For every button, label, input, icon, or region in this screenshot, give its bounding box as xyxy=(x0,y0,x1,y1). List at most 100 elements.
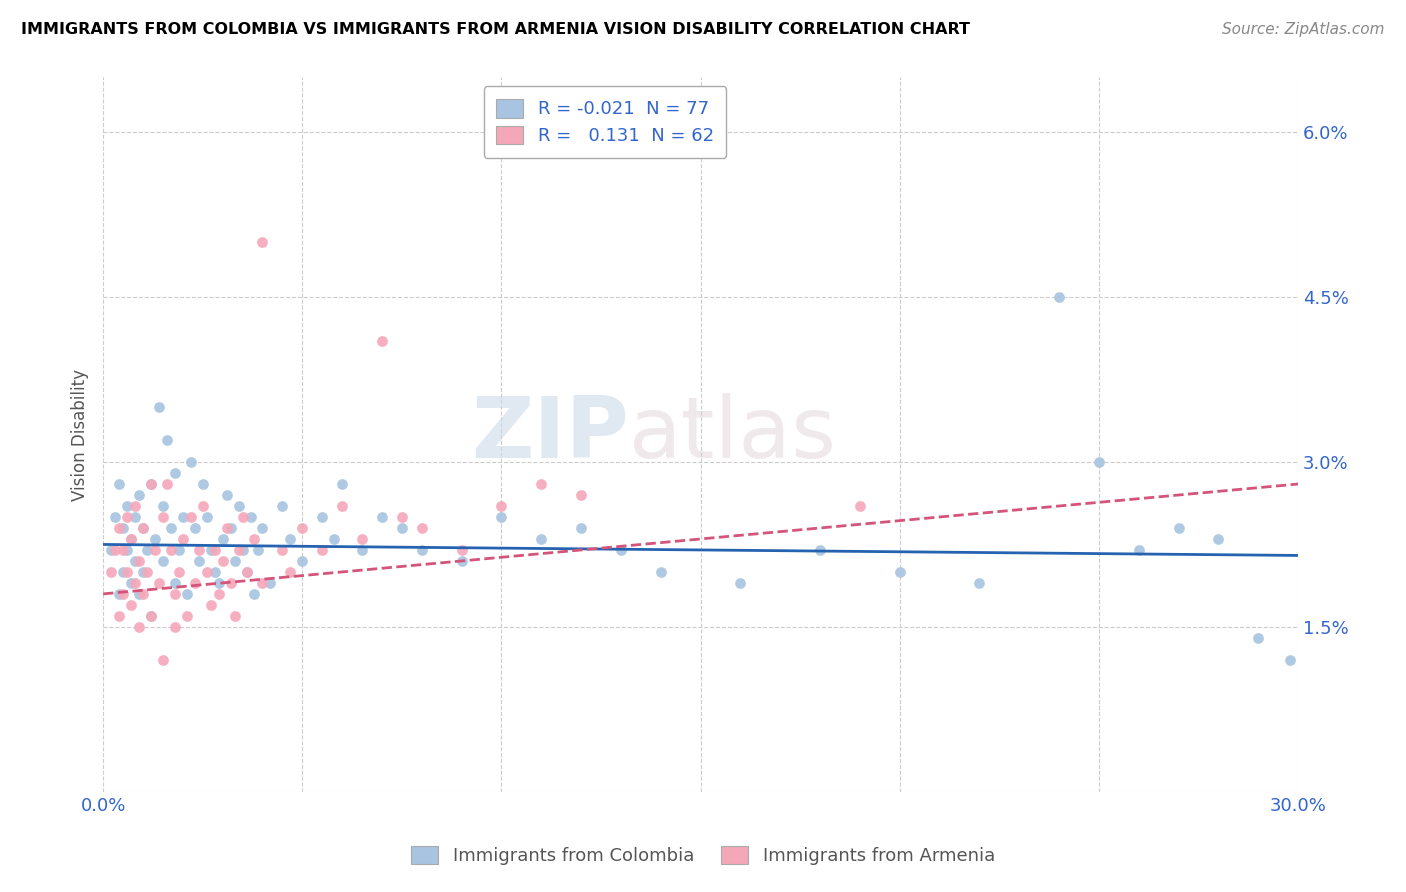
Point xyxy=(228,499,250,513)
Point xyxy=(104,510,127,524)
Point xyxy=(259,575,281,590)
Point xyxy=(163,466,186,480)
Point xyxy=(215,488,238,502)
Point xyxy=(187,554,209,568)
Point xyxy=(191,477,214,491)
Point xyxy=(330,477,353,491)
Text: Source: ZipAtlas.com: Source: ZipAtlas.com xyxy=(1222,22,1385,37)
Point xyxy=(124,499,146,513)
Point xyxy=(243,532,266,546)
Point xyxy=(224,554,246,568)
Point xyxy=(172,532,194,546)
Point xyxy=(152,653,174,667)
Point xyxy=(232,510,254,524)
Point xyxy=(371,510,394,524)
Point xyxy=(167,565,190,579)
Point xyxy=(211,532,233,546)
Point xyxy=(128,554,150,568)
Point xyxy=(1167,521,1189,535)
Point xyxy=(163,620,186,634)
Point xyxy=(1047,290,1070,304)
Point xyxy=(271,499,294,513)
Point xyxy=(143,532,166,546)
Point xyxy=(112,521,135,535)
Point xyxy=(108,477,131,491)
Point xyxy=(148,575,170,590)
Point xyxy=(730,575,752,590)
Point xyxy=(849,499,872,513)
Point xyxy=(112,543,135,558)
Point xyxy=(235,565,257,579)
Point xyxy=(323,532,346,546)
Point xyxy=(650,565,672,579)
Point xyxy=(195,565,218,579)
Point xyxy=(128,488,150,502)
Point xyxy=(160,521,183,535)
Point xyxy=(278,532,301,546)
Point xyxy=(271,543,294,558)
Point xyxy=(491,499,513,513)
Point xyxy=(136,565,159,579)
Point xyxy=(180,455,202,469)
Point xyxy=(139,477,162,491)
Point xyxy=(132,521,155,535)
Point xyxy=(115,499,138,513)
Point xyxy=(115,565,138,579)
Point xyxy=(108,521,131,535)
Point xyxy=(278,565,301,579)
Point xyxy=(187,543,209,558)
Point xyxy=(132,521,155,535)
Point xyxy=(180,510,202,524)
Point xyxy=(128,587,150,601)
Point xyxy=(112,587,135,601)
Point xyxy=(391,510,413,524)
Point xyxy=(211,554,233,568)
Point xyxy=(610,543,633,558)
Point xyxy=(195,510,218,524)
Point xyxy=(228,543,250,558)
Point xyxy=(204,565,226,579)
Point xyxy=(139,608,162,623)
Point xyxy=(100,543,122,558)
Point xyxy=(143,543,166,558)
Point xyxy=(172,510,194,524)
Point xyxy=(330,499,353,513)
Point xyxy=(156,433,179,447)
Point xyxy=(160,543,183,558)
Point xyxy=(163,575,186,590)
Point xyxy=(491,510,513,524)
Point xyxy=(176,587,198,601)
Point xyxy=(232,543,254,558)
Point xyxy=(1247,631,1270,645)
Point xyxy=(184,521,207,535)
Point xyxy=(163,587,186,601)
Point xyxy=(132,565,155,579)
Point xyxy=(219,575,242,590)
Point xyxy=(450,543,472,558)
Point xyxy=(120,532,142,546)
Point xyxy=(112,565,135,579)
Point xyxy=(139,477,162,491)
Point xyxy=(120,575,142,590)
Point xyxy=(411,543,433,558)
Point xyxy=(167,543,190,558)
Point xyxy=(235,565,257,579)
Point xyxy=(252,235,274,250)
Point xyxy=(391,521,413,535)
Point xyxy=(208,575,231,590)
Point xyxy=(152,510,174,524)
Point xyxy=(1208,532,1230,546)
Point xyxy=(1128,543,1150,558)
Point xyxy=(450,554,472,568)
Point xyxy=(108,587,131,601)
Point xyxy=(184,575,207,590)
Point xyxy=(239,510,262,524)
Point xyxy=(1088,455,1111,469)
Point xyxy=(311,510,333,524)
Legend: Immigrants from Colombia, Immigrants from Armenia: Immigrants from Colombia, Immigrants fro… xyxy=(402,837,1004,874)
Point xyxy=(152,554,174,568)
Point xyxy=(808,543,831,558)
Point xyxy=(243,587,266,601)
Point xyxy=(569,488,592,502)
Point xyxy=(191,499,214,513)
